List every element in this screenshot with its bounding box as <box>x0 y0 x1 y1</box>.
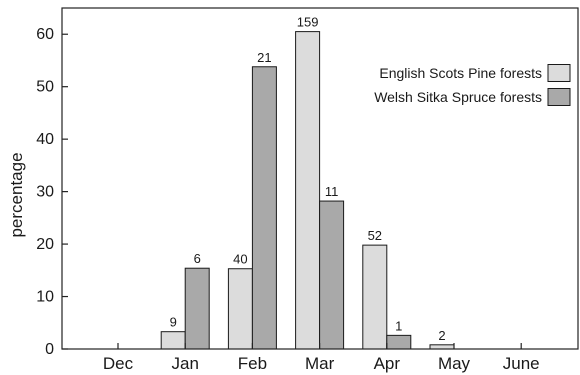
y-tick-label: 10 <box>36 289 54 306</box>
y-tick-label: 0 <box>45 341 54 358</box>
legend-label: English Scots Pine forests <box>379 65 542 81</box>
x-tick-label: Dec <box>103 354 134 373</box>
bar <box>160 331 186 350</box>
data-label: 11 <box>325 184 339 199</box>
bar <box>251 66 277 350</box>
data-label: 2 <box>438 328 445 343</box>
data-label: 1 <box>395 318 402 333</box>
bar <box>386 334 412 350</box>
x-tick-label: Jan <box>171 354 198 373</box>
legend-swatch <box>547 88 571 106</box>
bar <box>184 267 210 350</box>
legend-swatch <box>547 64 571 82</box>
data-label: 159 <box>297 15 319 30</box>
x-tick-label: May <box>438 354 471 373</box>
x-tick-label: June <box>503 354 540 373</box>
x-tick-label: Feb <box>238 354 267 373</box>
data-label: 6 <box>194 251 201 266</box>
data-label: 52 <box>368 228 382 243</box>
bar <box>319 200 345 350</box>
data-label: 21 <box>257 50 271 65</box>
x-tick-label: Mar <box>305 354 335 373</box>
legend: English Scots Pine forests Welsh Sitka Sp… <box>374 64 571 106</box>
bar <box>362 244 388 350</box>
y-tick-label: 40 <box>36 131 54 148</box>
bar <box>295 31 321 350</box>
y-tick-label: 20 <box>36 236 54 253</box>
x-tick-label: Apr <box>374 354 401 373</box>
y-tick-label: 50 <box>36 79 54 96</box>
legend-label: Welsh Sitka Spruce forests <box>374 89 542 105</box>
bar <box>227 268 253 350</box>
data-label: 9 <box>170 315 177 330</box>
axes-layer: 0 10 20 30 40 50 60 Dec Jan Feb Mar Apr May June <box>36 7 579 373</box>
y-tick-label: 30 <box>36 184 54 201</box>
data-label: 40 <box>233 252 247 267</box>
y-tick-label: 60 <box>36 26 54 43</box>
bars-layer <box>160 31 455 350</box>
y-axis-label: percentage <box>7 152 26 237</box>
bar <box>429 344 455 350</box>
